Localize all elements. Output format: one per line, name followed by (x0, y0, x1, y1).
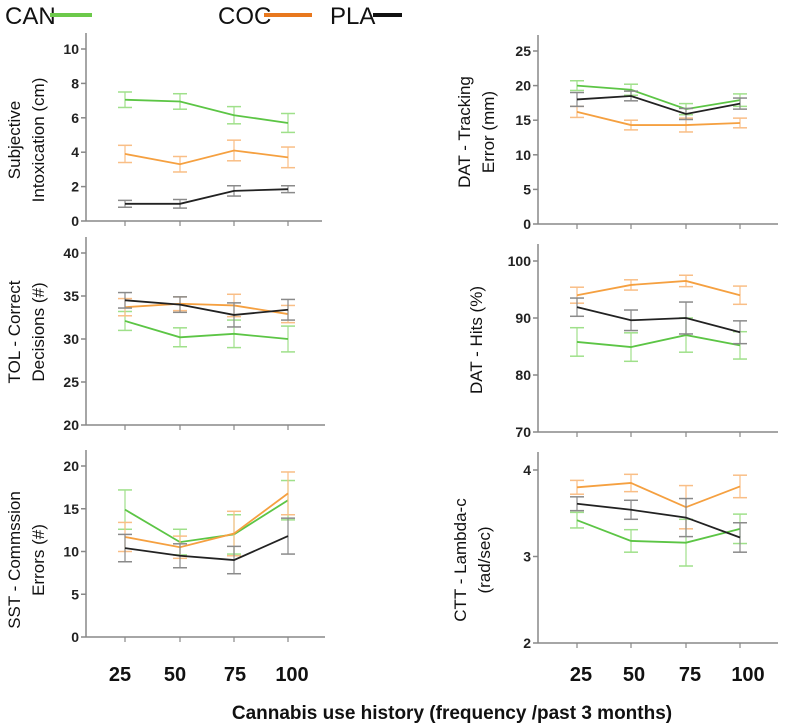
y-tick-label: 4 (523, 462, 531, 478)
series-line-coc (124, 492, 289, 549)
x-tick-label: 50 (164, 664, 186, 686)
series-line-coc (124, 149, 289, 166)
y-tick-label: 6 (71, 110, 79, 126)
y-tick-label: 15 (515, 112, 531, 128)
series-line-can (124, 320, 289, 340)
y-tick-label: 10 (63, 544, 79, 560)
y-tick-label: 90 (515, 310, 531, 326)
legend-label-can: CAN (5, 3, 56, 30)
y-tick-label: 20 (63, 458, 79, 474)
series-line-coc (576, 111, 741, 126)
y-axis-label: CTT - Lambda-c (451, 498, 470, 622)
y-tick-label: 35 (63, 288, 79, 304)
y-tick-label: 0 (71, 629, 79, 645)
y-tick-label: 8 (71, 75, 79, 91)
y-tick-label: 20 (515, 78, 531, 94)
series-line-pla (124, 299, 289, 316)
y-tick-label: 10 (63, 41, 79, 57)
y-tick-label: 0 (71, 213, 79, 229)
x-tick-label: 75 (224, 664, 246, 686)
y-axis-label: DAT - Hits (%) (467, 286, 486, 394)
y-tick-label: 100 (508, 253, 532, 269)
y-tick-label: 25 (515, 43, 531, 59)
x-tick-label: 50 (623, 664, 645, 686)
series-line-can (576, 334, 741, 348)
y-tick-label: 80 (515, 367, 531, 383)
series-line-pla (576, 95, 741, 115)
series-line-pla (576, 502, 741, 539)
x-axis-title: Cannabis use history (frequency /past 3 … (232, 703, 672, 724)
x-tick-label: 100 (275, 664, 308, 686)
y-tick-label: 30 (63, 331, 79, 347)
y-axis-label: (rad/sec) (475, 526, 494, 593)
x-tick-label: 25 (570, 664, 592, 686)
y-tick-label: 5 (71, 586, 79, 602)
y-axis-label: Errors (#) (29, 524, 48, 596)
series-line-coc (124, 302, 289, 315)
series-line-coc (576, 482, 741, 509)
y-tick-label: 70 (515, 424, 531, 440)
y-tick-label: 25 (63, 374, 79, 390)
x-tick-label: 100 (731, 664, 764, 686)
y-axis-label: SST - Commssion (5, 491, 24, 629)
y-tick-label: 0 (523, 216, 531, 232)
legend-label-pla: PLA (330, 3, 375, 30)
y-tick-label: 2 (71, 179, 79, 195)
y-axis-label: Decisions (#) (29, 282, 48, 381)
series-line-can (124, 98, 289, 124)
y-tick-label: 15 (63, 501, 79, 517)
y-tick-label: 3 (523, 549, 531, 565)
y-axis-label: Subjective (5, 101, 24, 179)
x-tick-label: 25 (109, 664, 131, 686)
legend-label-coc: COC (218, 3, 271, 30)
x-tick-label: 75 (679, 664, 701, 686)
series-line-can (576, 84, 741, 111)
series-line-pla (124, 535, 289, 561)
y-axis-label: TOL - Correct (5, 280, 24, 383)
series-line-coc (576, 280, 741, 297)
series-line-pla (576, 306, 741, 334)
y-tick-label: 4 (71, 144, 79, 160)
y-axis-label: Error (mm) (479, 91, 498, 173)
y-tick-label: 20 (63, 417, 79, 433)
y-tick-label: 10 (515, 147, 531, 163)
y-axis-label: DAT - Tracking (455, 76, 474, 188)
series-line-pla (125, 188, 289, 205)
series-line-can (124, 499, 289, 544)
y-tick-label: 5 (523, 181, 531, 197)
series-line-can (576, 519, 741, 544)
y-tick-label: 40 (63, 245, 79, 261)
y-tick-label: 2 (523, 635, 531, 651)
y-axis-label: Intoxication (cm) (29, 78, 48, 203)
